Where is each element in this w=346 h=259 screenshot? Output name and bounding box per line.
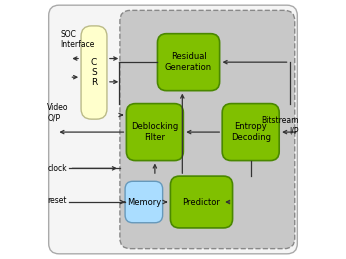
Text: Residual
Generation: Residual Generation <box>165 53 212 72</box>
Text: SOC
Interface: SOC Interface <box>60 30 95 49</box>
Text: Bitstream
I/P: Bitstream I/P <box>261 116 299 135</box>
FancyBboxPatch shape <box>120 10 295 249</box>
FancyBboxPatch shape <box>157 34 220 91</box>
Text: Deblocking
Filter: Deblocking Filter <box>131 123 179 142</box>
FancyBboxPatch shape <box>126 104 183 161</box>
Text: C
S
R: C S R <box>91 57 97 88</box>
Text: Memory: Memory <box>127 198 161 206</box>
Text: Entropy
Decoding: Entropy Decoding <box>231 123 271 142</box>
FancyBboxPatch shape <box>125 181 163 223</box>
Text: reset: reset <box>47 196 67 205</box>
FancyBboxPatch shape <box>171 176 233 228</box>
FancyBboxPatch shape <box>222 104 279 161</box>
Text: clock: clock <box>47 164 67 173</box>
Text: Video
O/P: Video O/P <box>47 103 69 122</box>
Text: Predictor: Predictor <box>183 198 220 206</box>
FancyBboxPatch shape <box>49 5 297 254</box>
FancyBboxPatch shape <box>81 26 107 119</box>
